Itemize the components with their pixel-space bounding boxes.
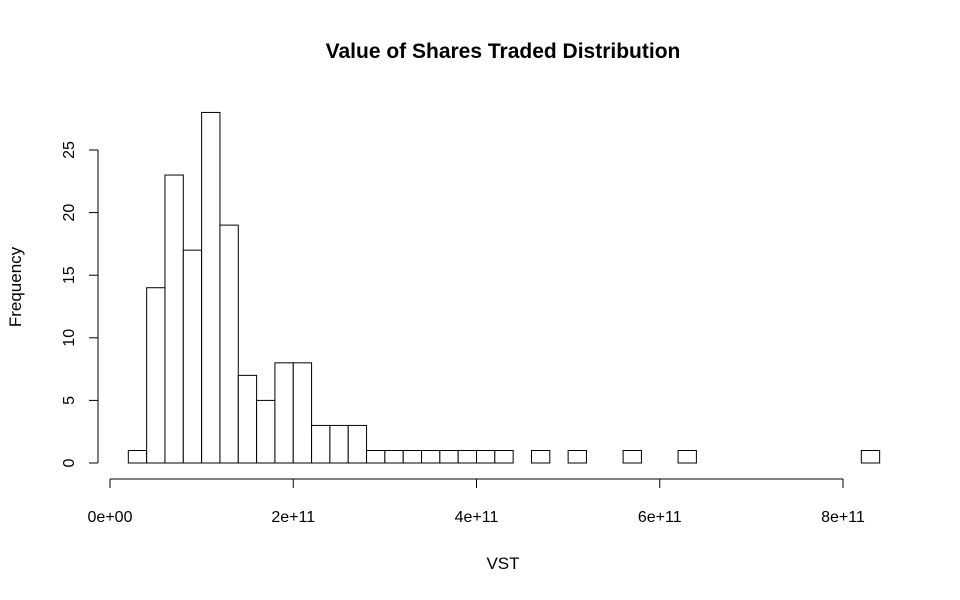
- x-tick-label: 8e+11: [821, 509, 865, 526]
- y-axis: 0 5 10 15 20 25: [61, 141, 99, 467]
- histogram-bar: [201, 111, 221, 464]
- histogram-bar: [347, 424, 368, 464]
- x-axis-label: VST: [486, 554, 519, 573]
- y-tick-label: 25: [61, 141, 78, 159]
- x-tick-label: 0e+00: [88, 509, 133, 526]
- histogram-bar: [567, 449, 587, 464]
- x-tick-label: 2e+11: [271, 509, 315, 526]
- histogram-bar: [292, 362, 313, 464]
- x-tick-label: 4e+11: [455, 509, 499, 526]
- histogram-bar: [237, 374, 258, 464]
- histogram-bar: [256, 399, 276, 464]
- histogram-bar: [127, 449, 148, 464]
- histogram-bar: [494, 449, 514, 464]
- histogram-bar: [860, 449, 881, 464]
- y-tick-label: 5: [61, 396, 78, 405]
- y-tick-label: 15: [61, 266, 78, 284]
- histogram-bar: [677, 449, 697, 464]
- histogram-bar: [530, 449, 551, 464]
- histogram-bar: [146, 287, 166, 464]
- y-tick-label: 0: [61, 458, 78, 467]
- histogram-bar: [164, 174, 184, 464]
- histogram-bar: [439, 449, 459, 464]
- histogram-bar: [311, 424, 331, 464]
- histogram-bar: [476, 449, 496, 464]
- histogram-bar: [219, 224, 239, 464]
- histogram-bar: [622, 449, 642, 464]
- histogram-bar: [274, 362, 294, 464]
- y-axis-label: Frequency: [6, 246, 25, 327]
- histogram-bar: [329, 424, 349, 464]
- histogram-bar: [457, 449, 477, 464]
- histogram-bar: [421, 449, 441, 464]
- y-tick-label: 10: [61, 329, 78, 347]
- histogram-bar: [182, 249, 203, 464]
- histogram-bar: [366, 449, 386, 464]
- y-tick-label: 20: [61, 204, 78, 222]
- histogram-bar: [384, 449, 404, 464]
- bars-group: [127, 111, 881, 464]
- histogram-bar: [402, 449, 423, 464]
- x-axis: 0e+00 2e+11 4e+11 6e+11 8e+11: [88, 478, 865, 526]
- x-tick-label: 6e+11: [638, 509, 682, 526]
- chart-title: Value of Shares Traded Distribution: [326, 40, 681, 63]
